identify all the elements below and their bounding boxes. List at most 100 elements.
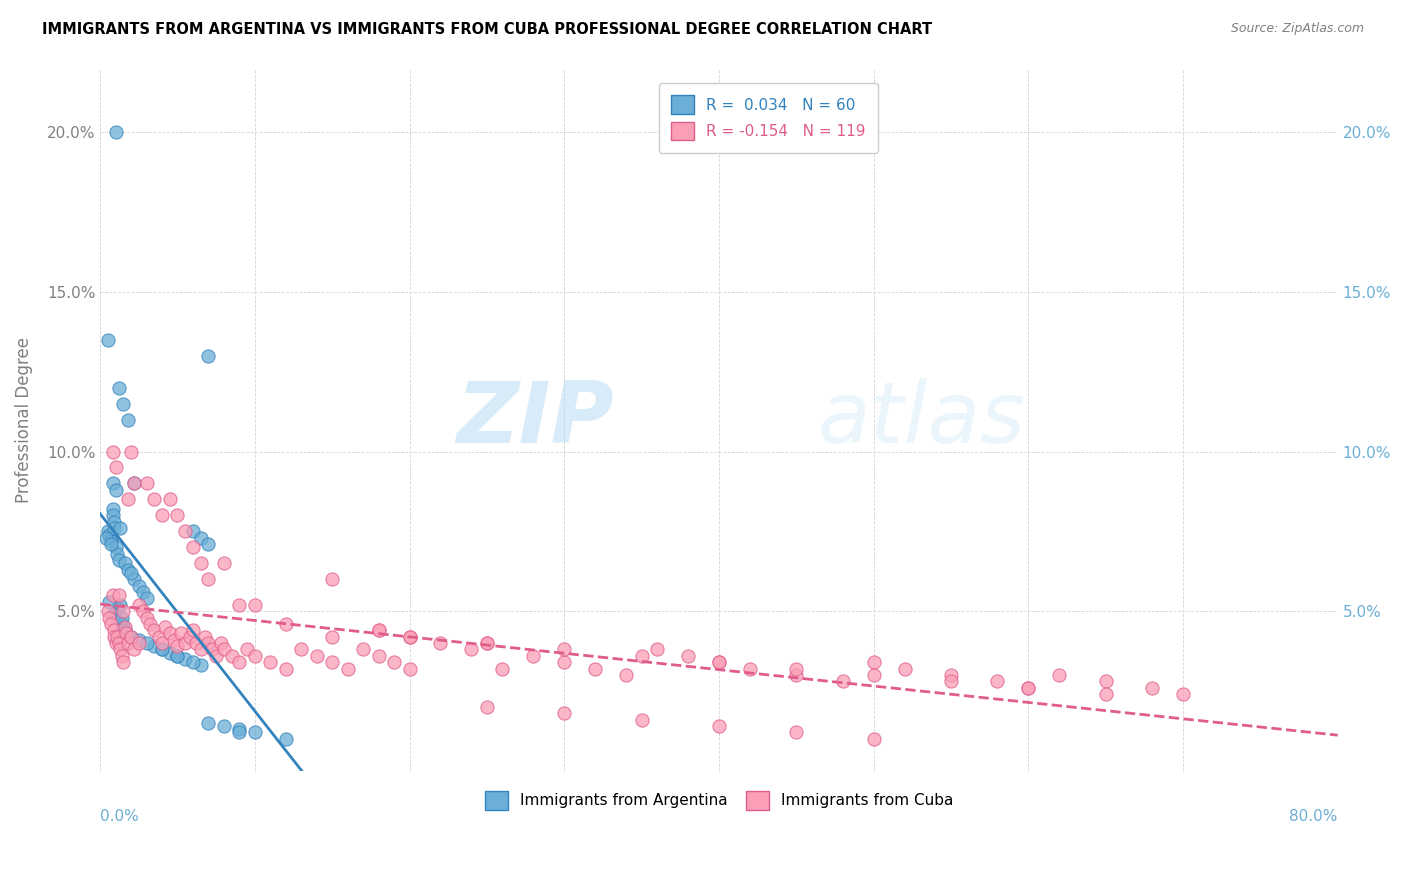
Point <box>181 655 204 669</box>
Point <box>205 648 228 663</box>
Point <box>398 662 420 676</box>
Point <box>190 658 212 673</box>
Point <box>553 655 575 669</box>
Point <box>122 642 145 657</box>
Point <box>243 648 266 663</box>
Point <box>190 642 212 657</box>
Point <box>104 125 127 139</box>
Point <box>153 620 176 634</box>
Point <box>382 655 405 669</box>
Text: Source: ZipAtlas.com: Source: ZipAtlas.com <box>1230 22 1364 36</box>
Point <box>367 648 389 663</box>
Point <box>101 476 124 491</box>
Point <box>135 610 157 624</box>
Point <box>103 607 125 622</box>
Point <box>169 626 191 640</box>
Point <box>143 624 166 638</box>
Point <box>101 444 124 458</box>
Point <box>676 648 699 663</box>
Point <box>110 642 132 657</box>
Point <box>367 624 389 638</box>
Point <box>150 508 173 523</box>
Point <box>893 662 915 676</box>
Point <box>117 563 139 577</box>
Point <box>190 556 212 570</box>
Point <box>112 620 135 634</box>
Point <box>166 639 188 653</box>
Point <box>104 636 127 650</box>
Point <box>181 524 204 539</box>
Point <box>194 630 217 644</box>
Point <box>128 632 150 647</box>
Point <box>274 662 297 676</box>
Point <box>236 642 259 657</box>
Point <box>398 630 420 644</box>
Point <box>197 572 219 586</box>
Point <box>228 725 250 739</box>
Point <box>707 655 730 669</box>
Point <box>117 492 139 507</box>
Point <box>352 642 374 657</box>
Point <box>101 508 124 523</box>
Point <box>200 642 222 657</box>
Point <box>98 610 121 624</box>
Point <box>111 616 134 631</box>
Point <box>117 412 139 426</box>
Text: ZIP: ZIP <box>456 378 614 461</box>
Point <box>190 531 212 545</box>
Point <box>105 601 128 615</box>
Point <box>305 648 328 663</box>
Point <box>143 492 166 507</box>
Point <box>135 591 157 606</box>
Point <box>97 604 120 618</box>
Point <box>98 594 121 608</box>
Point <box>1047 668 1070 682</box>
Point <box>181 624 204 638</box>
Point <box>107 588 129 602</box>
Point <box>785 662 807 676</box>
Point <box>110 598 132 612</box>
Point <box>221 648 243 663</box>
Point <box>707 655 730 669</box>
Point <box>148 630 170 644</box>
Point <box>862 668 884 682</box>
Point <box>150 642 173 657</box>
Point <box>103 624 125 638</box>
Point <box>132 604 155 618</box>
Point <box>98 527 121 541</box>
Point <box>101 588 124 602</box>
Point <box>174 636 197 650</box>
Point <box>104 541 127 555</box>
Point <box>159 646 181 660</box>
Point <box>112 397 135 411</box>
Point <box>97 524 120 539</box>
Point <box>321 655 343 669</box>
Point <box>197 537 219 551</box>
Point <box>110 521 132 535</box>
Point <box>174 524 197 539</box>
Text: atlas: atlas <box>818 378 1026 461</box>
Point <box>143 639 166 653</box>
Point <box>122 572 145 586</box>
Point <box>429 636 451 650</box>
Point <box>166 648 188 663</box>
Point <box>122 476 145 491</box>
Point <box>460 642 482 657</box>
Point <box>212 556 235 570</box>
Point <box>112 655 135 669</box>
Point <box>114 624 136 638</box>
Point <box>97 333 120 347</box>
Point <box>138 616 160 631</box>
Point <box>212 642 235 657</box>
Point <box>103 630 125 644</box>
Point <box>117 636 139 650</box>
Point <box>321 572 343 586</box>
Point <box>1017 681 1039 695</box>
Point <box>336 662 359 676</box>
Point <box>738 662 761 676</box>
Point <box>100 531 122 545</box>
Point <box>491 662 513 676</box>
Text: 0.0%: 0.0% <box>100 809 139 824</box>
Point <box>630 713 652 727</box>
Point <box>553 706 575 721</box>
